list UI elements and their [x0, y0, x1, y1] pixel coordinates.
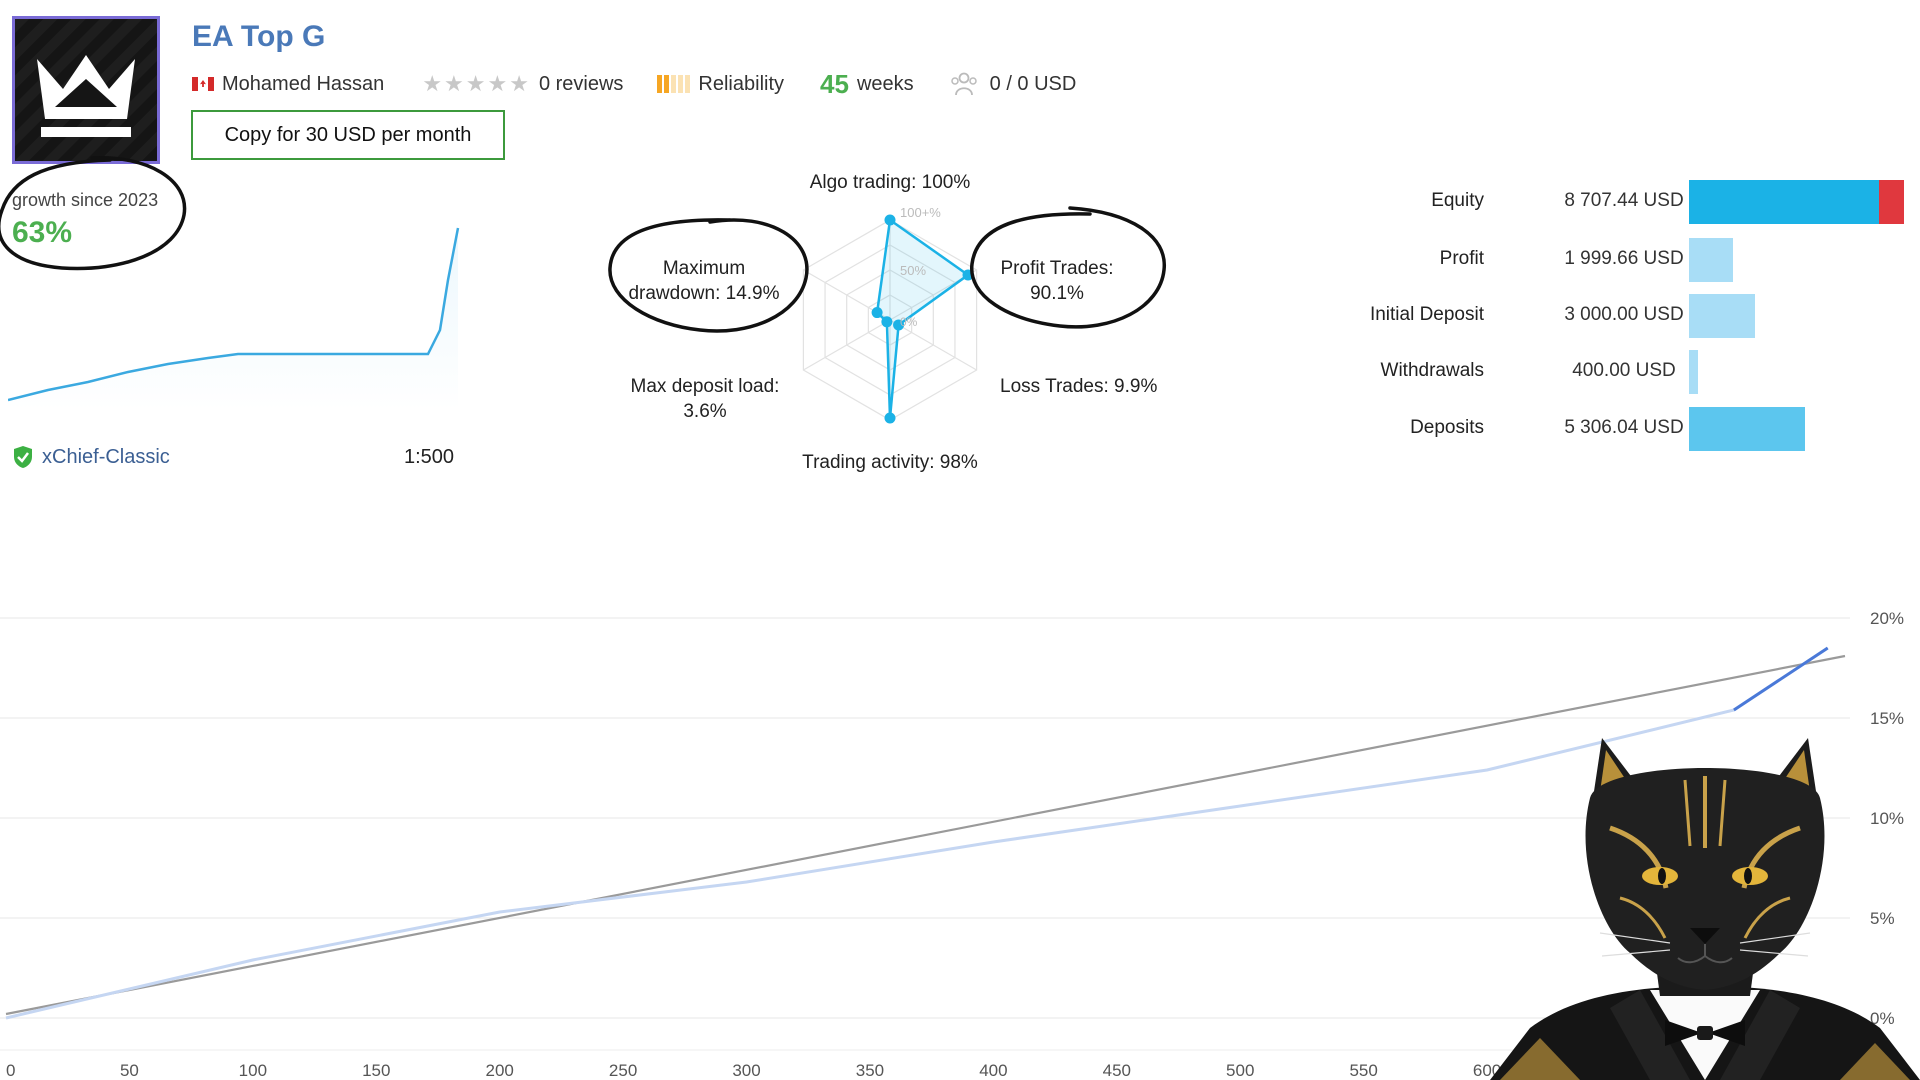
chart-x-tick-label: 400 [979, 1061, 1007, 1080]
weeks-count: 45 [820, 68, 849, 99]
chart-x-tick-label: 250 [609, 1061, 637, 1080]
balance-label: Withdrawals [1380, 360, 1484, 381]
radar-axis [803, 319, 891, 371]
growth-sparkline [8, 227, 460, 410]
radar-svg [802, 214, 978, 424]
chart-x-tick-label: 350 [856, 1061, 884, 1080]
balance-row-withdrawals: Withdrawals 400.00 USD [1300, 350, 1920, 396]
strategy-meta-row: Mohamed Hassan ★★★★★ 0 reviews Reliabili… [192, 68, 1077, 99]
withdrawals-bar [1689, 350, 1698, 394]
strategy-logo [12, 16, 160, 164]
radar-axis [889, 319, 977, 371]
initial-deposit-bar [1689, 294, 1755, 338]
radar-label-trading-activity: Trading activity: 98% [802, 452, 978, 473]
chart-y-tick-label: 10% [1870, 809, 1904, 828]
chart-x-tick-label: 0 [6, 1061, 15, 1080]
reliability-label: Reliability [698, 72, 785, 95]
verified-shield-icon [14, 446, 32, 468]
radar-point-loss-trades [893, 319, 905, 331]
server-name[interactable]: xChief-Classic [42, 445, 170, 468]
chart-x-tick-label: 450 [1103, 1061, 1131, 1080]
radar-point-algo-trading [884, 214, 896, 226]
server-link[interactable]: xChief-Classic [12, 445, 170, 469]
balance-value: 3 000.00 USD [1564, 304, 1684, 325]
balance-value: 1 999.66 USD [1564, 248, 1684, 269]
copy-subscribe-button[interactable]: Copy for 30 USD per month [191, 110, 505, 160]
growth-chart: 20% 15% 10% 5% 0% 0 50 100 150 200 250 300 350 400 450… [0, 609, 1904, 1080]
reliability-bars-icon [657, 75, 691, 93]
radar-scale-0: 0% [900, 315, 918, 329]
radar-label-loss-trades: Loss Trades: 9.9% [1000, 376, 1158, 397]
balance-value: 8 707.44 USD [1564, 190, 1684, 211]
radar-label-max-deposit-load: Max deposit load: 3.6% [630, 376, 780, 422]
radar-point-max-deposit-load [881, 316, 893, 328]
equity-loss-bar [1879, 180, 1904, 224]
profit-bar [1689, 238, 1733, 282]
strategy-title[interactable]: EA Top G [192, 20, 326, 53]
balance-label: Deposits [1410, 417, 1484, 438]
deposits-bar [1689, 407, 1805, 451]
chart-y-tick-label: 0% [1870, 1009, 1895, 1028]
equity-bar [1689, 180, 1879, 224]
chart-x-tick-label: 150 [362, 1061, 390, 1080]
reviews-count[interactable]: 0 reviews [538, 72, 624, 95]
leverage-value: 1:500 [404, 446, 455, 468]
radar-chart: Algo trading: 100% Profit Trades: 90.1% … [600, 160, 1180, 480]
radar-label-algo-trading: Algo trading: 100% [809, 172, 971, 193]
chart-series-trend [5, 654, 1846, 1016]
balance-label: Initial Deposit [1369, 304, 1484, 325]
balance-label: Profit [1439, 248, 1484, 269]
chart-series-growth-recent [1733, 646, 1829, 712]
author-name[interactable]: Mohamed Hassan [222, 72, 385, 95]
chart-y-tick-label: 20% [1870, 609, 1904, 628]
chart-x-tick-label: 300 [732, 1061, 760, 1080]
chart-x-tick-label: 500 [1226, 1061, 1254, 1080]
growth-highlight-circle [0, 156, 187, 271]
radar-scale-50: 50% [900, 263, 927, 278]
canada-flag-icon [192, 77, 214, 91]
radar-label-profit-trades: Profit Trades: 90.1% [1000, 258, 1114, 304]
chart-y-tick-label: 5% [1870, 909, 1895, 928]
chart-x-tick-label: 200 [486, 1061, 514, 1080]
subscribers-icon [950, 72, 977, 96]
balance-row-initial-deposit: Initial Deposit 3 000.00 USD [1300, 294, 1920, 340]
balance-row-profit: Profit 1 999.66 USD [1300, 238, 1920, 284]
rating-stars-icon: ★★★★★ [422, 71, 531, 96]
balance-label: Equity [1431, 190, 1484, 211]
radar-point-trading-activity [884, 412, 896, 424]
balance-row-deposits: Deposits 5 306.04 USD [1300, 407, 1920, 453]
growth-label: growth since 2023 [12, 190, 159, 210]
radar-scale-100: 100+% [900, 205, 941, 220]
crown-icon [15, 19, 157, 161]
subscribers-value: 0 / 0 USD [989, 72, 1077, 95]
chart-x-tick-label: 50 [120, 1061, 139, 1080]
weeks-label: weeks [856, 72, 914, 95]
balance-value: 5 306.04 USD [1564, 417, 1684, 438]
growth-value: 63% [12, 216, 73, 249]
panther-mascot-image [1490, 738, 1920, 1080]
chart-x-tick-label: 550 [1349, 1061, 1377, 1080]
radar-point-max-drawdown [871, 307, 883, 319]
chart-x-tick-label: 100 [239, 1061, 267, 1080]
chart-series-growth [5, 646, 1829, 1020]
radar-label-max-drawdown: Maximum drawdown: 14.9% [628, 258, 780, 304]
balance-row-equity: Equity 8 707.44 USD [1300, 180, 1920, 226]
balance-value: 400.00 USD [1572, 360, 1676, 381]
chart-y-tick-label: 15% [1870, 709, 1904, 728]
radar-point-profit-trades [962, 269, 974, 281]
